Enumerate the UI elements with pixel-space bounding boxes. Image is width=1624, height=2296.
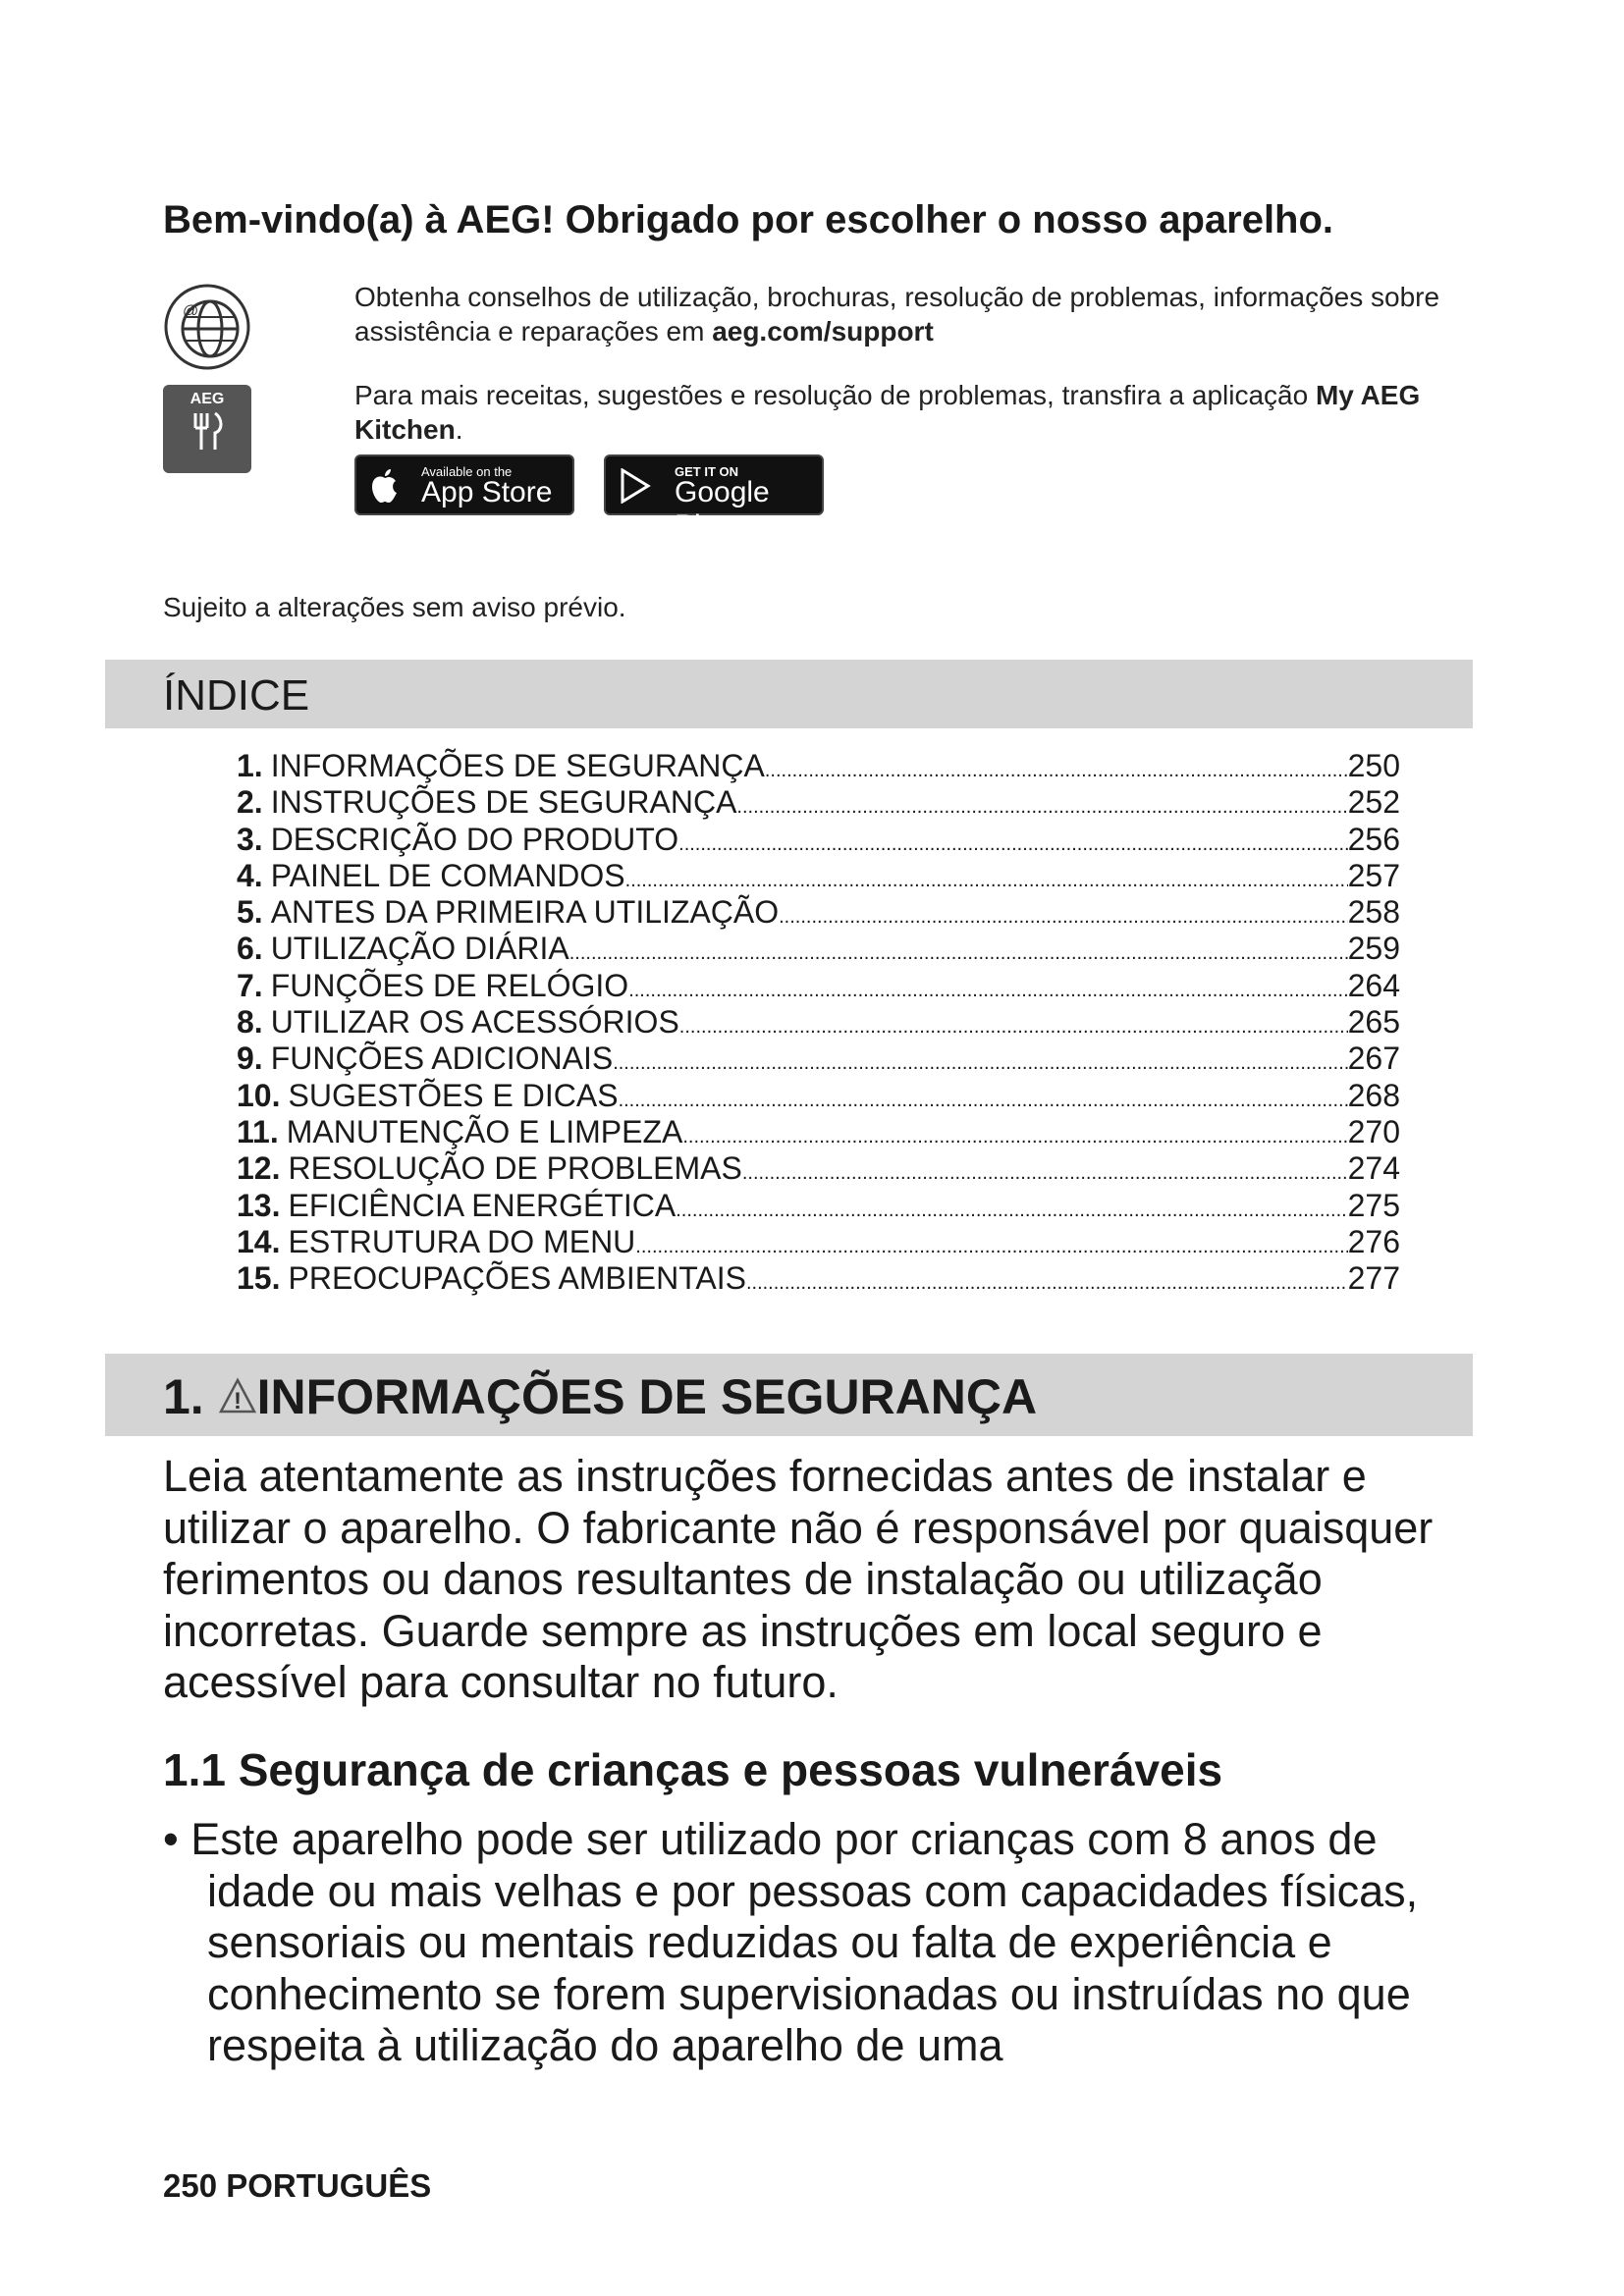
toc-number: 11. (237, 1113, 279, 1149)
toc-label: PAINEL DE COMANDOS (270, 857, 625, 893)
toc-item[interactable]: 15.PREOCUPAÇÕES AMBIENTAIS 277 (237, 1260, 1400, 1297)
google-play-badge[interactable]: GET IT ON Google Play (604, 454, 824, 542)
toc-label: DESCRIÇÃO DO PRODUTO (270, 821, 679, 857)
toc-leader (676, 1193, 1347, 1229)
section-title: 1. ! INFORMAÇÕES DE SEGURANÇA (163, 1369, 1038, 1424)
toc-item[interactable]: 9.FUNÇÕES ADICIONAIS 267 (237, 1041, 1400, 1077)
toc-leader (746, 1265, 1348, 1302)
cutlery-icon (193, 411, 223, 450)
toc-number: 2. (237, 784, 263, 821)
toc-label: MANUTENÇÃO E LIMPEZA (286, 1113, 683, 1149)
toc-leader (679, 1009, 1348, 1045)
welcome-title: Bem-vindo(a) à AEG! Obrigado por escolhe… (163, 198, 1334, 241)
toc-item[interactable]: 1.INFORMAÇÕES DE SEGURANÇA 250 (237, 748, 1400, 784)
toc-leader (736, 789, 1347, 826)
bullet-item: • Este aparelho pode ser utilizado por c… (163, 1814, 1419, 2070)
toc-item[interactable]: 12.RESOLUÇÃO DE PROBLEMAS 274 (237, 1150, 1400, 1187)
toc-number: 8. (237, 1004, 263, 1041)
toc-label: FUNÇÕES ADICIONAIS (270, 1041, 614, 1077)
page-footer: 250 PORTUGUÊS (163, 2167, 432, 2204)
toc-item[interactable]: 14.ESTRUTURA DO MENU 276 (237, 1224, 1400, 1260)
toc-page: 265 (1347, 1004, 1400, 1041)
toc-leader (619, 1083, 1348, 1119)
toc-label: PREOCUPAÇÕES AMBIENTAIS (288, 1260, 746, 1297)
toc-item[interactable]: 7.FUNÇÕES DE RELÓGIO 264 (237, 968, 1400, 1004)
toc-item[interactable]: 3.DESCRIÇÃO DO PRODUTO 256 (237, 822, 1400, 858)
toc-label: ESTRUTURA DO MENU (288, 1223, 636, 1259)
toc-leader (742, 1155, 1348, 1192)
toc-leader (682, 1119, 1347, 1155)
toc-label: FUNÇÕES DE RELÓGIO (270, 967, 629, 1003)
safety-intro: Leia atentamente as instruções fornecida… (163, 1451, 1434, 1707)
toc-item[interactable]: 2.INSTRUÇÕES DE SEGURANÇA 252 (237, 784, 1400, 821)
toc-page: 258 (1347, 894, 1400, 931)
toc-page: 252 (1347, 784, 1400, 821)
toc-leader (779, 899, 1347, 935)
toc-page: 270 (1347, 1113, 1400, 1149)
toc-number: 9. (237, 1041, 263, 1077)
toc-page: 256 (1347, 821, 1400, 857)
toc-leader (569, 935, 1348, 972)
toc-number: 12. (237, 1150, 281, 1187)
toc-page: 267 (1347, 1041, 1400, 1077)
toc-leader (628, 973, 1347, 1009)
toc-label: RESOLUÇÃO DE PROBLEMAS (288, 1150, 742, 1187)
toc-page: 257 (1347, 857, 1400, 893)
toc-page: 264 (1347, 967, 1400, 1003)
support-link[interactable]: aeg.com/support (712, 316, 934, 347)
toc-number: 13. (237, 1187, 281, 1223)
svg-text:!: ! (234, 1388, 242, 1415)
toc-number: 15. (237, 1260, 281, 1297)
toc-number: 10. (237, 1077, 281, 1113)
toc-item[interactable]: 13.EFICIÊNCIA ENERGÉTICA 275 (237, 1188, 1400, 1224)
toc-label: ANTES DA PRIMEIRA UTILIZAÇÃO (270, 894, 780, 931)
notice-text: Sujeito a alterações sem aviso prévio. (163, 592, 626, 622)
toc-number: 3. (237, 821, 263, 857)
warning-triangle-icon: ! (218, 1377, 256, 1415)
play-icon (621, 468, 651, 504)
index-header-band (105, 660, 1473, 728)
toc-leader (678, 827, 1347, 863)
toc-page: 250 (1347, 748, 1400, 783)
toc-label: INFORMAÇÕES DE SEGURANÇA (270, 748, 765, 783)
support-text: Obtenha conselhos de utilização, brochur… (354, 282, 1440, 347)
toc-number: 1. (237, 748, 263, 783)
toc-label: UTILIZAÇÃO DIÁRIA (270, 931, 569, 967)
toc-number: 5. (237, 894, 263, 931)
toc-label: UTILIZAR OS ACESSÓRIOS (270, 1004, 679, 1041)
toc-item[interactable]: 11.MANUTENÇÃO E LIMPEZA 270 (237, 1114, 1400, 1150)
toc-label: INSTRUÇÕES DE SEGURANÇA (270, 784, 737, 821)
toc-page: 276 (1347, 1223, 1400, 1259)
apple-icon (372, 469, 397, 503)
toc-number: 7. (237, 967, 263, 1003)
toc-item[interactable]: 5.ANTES DA PRIMEIRA UTILIZAÇÃO 258 (237, 894, 1400, 931)
globe-at-icon: @ (163, 283, 251, 371)
toc-page: 275 (1347, 1187, 1400, 1223)
subsection-title: 1.1 Segurança de crianças e pessoas vuln… (163, 1744, 1223, 1795)
app-store-badge[interactable]: Available on the App Store (354, 454, 574, 515)
toc-item[interactable]: 8.UTILIZAR OS ACESSÓRIOS 265 (237, 1004, 1400, 1041)
section-header-band (105, 1354, 1473, 1436)
toc-item[interactable]: 4.PAINEL DE COMANDOS 257 (237, 858, 1400, 894)
toc-label: SUGESTÕES E DICAS (288, 1077, 619, 1113)
toc-page: 259 (1347, 931, 1400, 967)
toc-label: EFICIÊNCIA ENERGÉTICA (288, 1187, 677, 1223)
toc-number: 4. (237, 857, 263, 893)
toc-number: 14. (237, 1223, 281, 1259)
table-of-contents: 1.INFORMAÇÕES DE SEGURANÇA2502.INSTRUÇÕE… (237, 748, 1400, 1297)
index-title: ÍNDICE (163, 671, 310, 720)
toc-page: 274 (1347, 1150, 1400, 1187)
toc-item[interactable]: 6.UTILIZAÇÃO DIÁRIA 259 (237, 931, 1400, 967)
toc-leader (613, 1045, 1347, 1082)
toc-page: 268 (1347, 1077, 1400, 1113)
svg-text:@: @ (183, 303, 198, 320)
toc-number: 6. (237, 931, 263, 967)
toc-item[interactable]: 10.SUGESTÕES E DICAS 268 (237, 1078, 1400, 1114)
app-text: Para mais receitas, sugestões e resoluçã… (354, 380, 1421, 445)
toc-page: 277 (1347, 1260, 1400, 1297)
aeg-kitchen-app-icon: AEG (163, 385, 251, 473)
toc-leader (765, 753, 1348, 789)
